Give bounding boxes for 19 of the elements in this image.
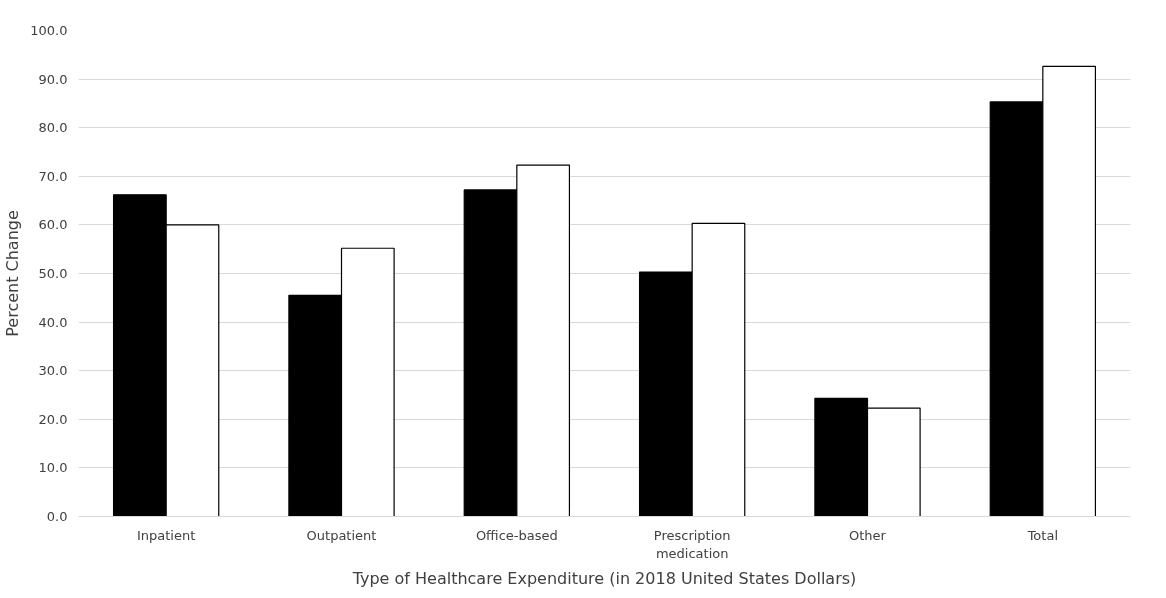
y-tick-label: 30.0 [38,363,68,379]
y-axis-title: Percent Change [3,210,23,337]
y-tick-label: 80.0 [38,120,68,136]
x-axis-title: Type of Healthcare Expenditure (in 2018 United States Dollars) [351,568,857,588]
y-tick-label: 10.0 [38,460,68,476]
x-tick-label: Other [849,527,887,543]
y-tick-label: 100.0 [30,23,68,38]
y-tick-label: 0.0 [46,509,68,524]
x-tick-label: Total [1026,527,1059,543]
y-tick-label: 40.0 [38,314,68,330]
y-tick-label: 20.0 [38,411,68,427]
x-tick-label: Outpatient [306,527,377,543]
x-tick-label: Inpatient [137,527,196,543]
y-tick-label: 60.0 [38,217,68,233]
y-tick-label: 90.0 [38,71,68,87]
y-tick-label: 70.0 [38,168,68,184]
y-tick-label: 50.0 [38,266,68,281]
x-tick-label: Office-based [475,527,558,543]
x-tick-label: Prescription medication [653,527,731,561]
